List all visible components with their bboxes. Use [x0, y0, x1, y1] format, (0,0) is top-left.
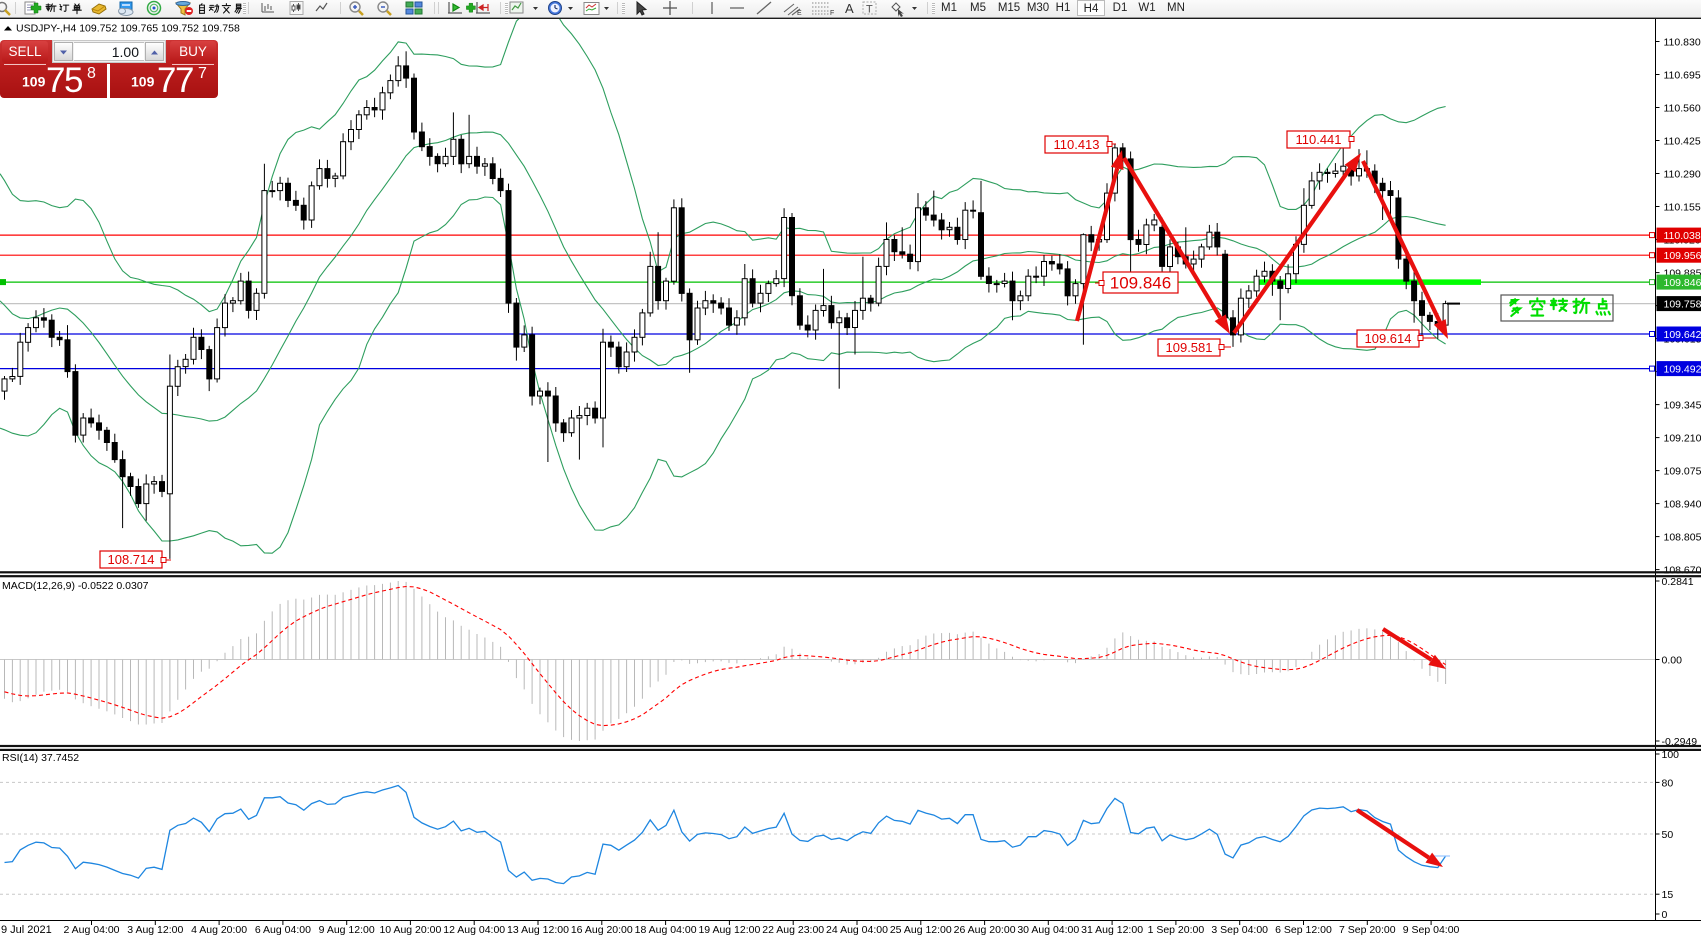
svg-text:50: 50 [1662, 829, 1674, 841]
svg-text:109.210: 109.210 [1664, 433, 1701, 445]
svg-text:109.846: 109.846 [1110, 274, 1171, 293]
svg-text:6 Sep 12:00: 6 Sep 12:00 [1275, 924, 1332, 936]
svg-text:3 Aug 12:00: 3 Aug 12:00 [127, 924, 183, 936]
svg-text:109.956: 109.956 [1664, 250, 1701, 262]
svg-text:109.758: 109.758 [1664, 299, 1701, 311]
svg-text:109.581: 109.581 [1166, 340, 1213, 355]
svg-text:108.714: 108.714 [108, 552, 155, 567]
svg-text:108.670: 108.670 [1664, 565, 1701, 577]
svg-text:A: A [845, 1, 854, 16]
svg-text:0.00: 0.00 [1662, 655, 1683, 667]
svg-text:3 Sep 04:00: 3 Sep 04:00 [1211, 924, 1268, 936]
svg-text:18 Aug 04:00: 18 Aug 04:00 [635, 924, 697, 936]
svg-text:0: 0 [1662, 909, 1668, 921]
svg-text:24 Aug 04:00: 24 Aug 04:00 [826, 924, 888, 936]
svg-text:31 Aug 12:00: 31 Aug 12:00 [1081, 924, 1143, 936]
svg-text:12 Aug 04:00: 12 Aug 04:00 [443, 924, 505, 936]
svg-text:110.290: 110.290 [1664, 169, 1701, 181]
svg-text:22 Aug 23:00: 22 Aug 23:00 [762, 924, 824, 936]
svg-text:26 Aug 20:00: 26 Aug 20:00 [954, 924, 1016, 936]
svg-text:30 Aug 04:00: 30 Aug 04:00 [1017, 924, 1079, 936]
svg-text:19 Aug 12:00: 19 Aug 12:00 [698, 924, 760, 936]
svg-text:9 Aug 12:00: 9 Aug 12:00 [319, 924, 375, 936]
svg-text:109.345: 109.345 [1664, 400, 1701, 412]
svg-text:MACD(12,26,9) -0.0522 0.0307: MACD(12,26,9) -0.0522 0.0307 [2, 580, 149, 592]
svg-text:10 Aug 20:00: 10 Aug 20:00 [379, 924, 441, 936]
svg-text:2 Aug 04:00: 2 Aug 04:00 [63, 924, 119, 936]
svg-text:7 Sep 20:00: 7 Sep 20:00 [1339, 924, 1396, 936]
svg-text:110.425: 110.425 [1664, 136, 1701, 148]
svg-text:0.2841: 0.2841 [1662, 576, 1694, 588]
svg-text:USDJPY-,H4 109.752 109.765 10: USDJPY-,H4 109.752 109.765 109.752 109.7… [16, 23, 240, 35]
svg-text:110.695: 110.695 [1664, 70, 1701, 82]
svg-text:109.642: 109.642 [1664, 329, 1701, 341]
svg-text:13 Aug 12:00: 13 Aug 12:00 [507, 924, 569, 936]
svg-text:1 Sep 20:00: 1 Sep 20:00 [1148, 924, 1205, 936]
svg-text:F: F [830, 10, 834, 17]
svg-text:110.038: 110.038 [1664, 230, 1701, 242]
svg-text:109.614: 109.614 [1365, 331, 1412, 346]
svg-text:109.075: 109.075 [1664, 466, 1701, 478]
svg-text:15: 15 [1662, 889, 1674, 901]
svg-text:E: E [797, 10, 802, 17]
svg-text:RSI(14) 37.7452: RSI(14) 37.7452 [2, 752, 79, 764]
svg-text:109.492: 109.492 [1664, 364, 1701, 376]
svg-text:109.846: 109.846 [1664, 277, 1701, 289]
svg-text:16 Aug 20:00: 16 Aug 20:00 [571, 924, 633, 936]
svg-text:110.441: 110.441 [1295, 132, 1341, 147]
svg-text:9 Jul 2021: 9 Jul 2021 [1, 924, 52, 936]
svg-text:110.560: 110.560 [1664, 103, 1701, 115]
svg-text:6 Aug 04:00: 6 Aug 04:00 [255, 924, 311, 936]
svg-text:110.830: 110.830 [1664, 37, 1701, 49]
svg-text:110.413: 110.413 [1053, 137, 1099, 152]
svg-text:108.940: 108.940 [1664, 499, 1701, 511]
svg-text:100: 100 [1662, 749, 1680, 761]
svg-text:110.155: 110.155 [1664, 202, 1701, 214]
svg-text:4 Aug 20:00: 4 Aug 20:00 [191, 924, 247, 936]
svg-text:80: 80 [1662, 777, 1674, 789]
svg-text:108.805: 108.805 [1664, 532, 1701, 544]
svg-text:9 Sep 04:00: 9 Sep 04:00 [1403, 924, 1460, 936]
svg-text:25 Aug 12:00: 25 Aug 12:00 [890, 924, 952, 936]
svg-text:T: T [866, 4, 873, 16]
